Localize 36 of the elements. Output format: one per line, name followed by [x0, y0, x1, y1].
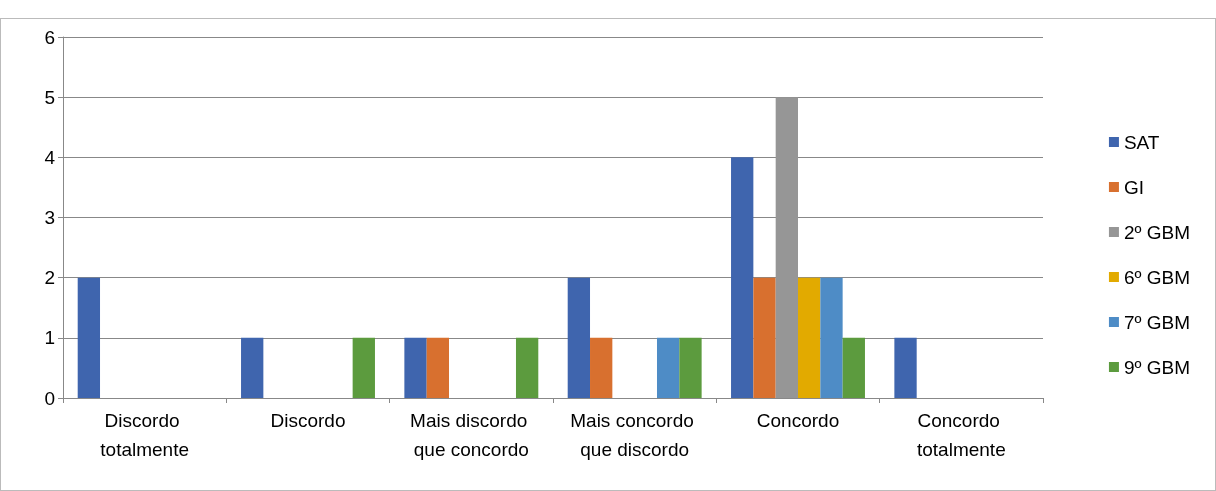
x-tick-label: Concordo totalmente — [916, 410, 1006, 460]
x-tick-label: Discordo totalmente — [100, 410, 190, 460]
y-tick-label: 6 — [44, 26, 55, 48]
bar — [679, 337, 702, 398]
bar — [894, 337, 917, 398]
y-tick-label: 2 — [44, 267, 55, 289]
legend-label: SAT — [1123, 131, 1160, 153]
bar — [426, 337, 450, 398]
y-tick-label: 4 — [44, 146, 56, 168]
x-tick-label: Discordo — [270, 410, 346, 431]
bar — [798, 277, 821, 398]
bar — [820, 277, 843, 398]
legend-label: 7º GBM — [1123, 311, 1191, 333]
bar — [775, 97, 798, 398]
bar — [753, 277, 776, 398]
x-tick-label: Concordo — [756, 410, 840, 431]
y-tick-label: 3 — [44, 207, 55, 228]
x-tick-label: Mais discordo que concordo — [410, 410, 533, 460]
bar — [241, 337, 264, 398]
y-tick-label: 1 — [44, 327, 55, 349]
bar — [656, 337, 680, 398]
bar — [404, 337, 427, 398]
bar — [731, 157, 754, 398]
legend-label: 2º GBM — [1123, 221, 1191, 243]
x-tick-label: Mais concordo que discordo — [570, 410, 700, 460]
legend-label: 9º GBM — [1123, 356, 1191, 378]
legend-label: 6º GBM — [1123, 266, 1191, 288]
y-tick-label: 0 — [44, 387, 55, 409]
bar — [352, 337, 375, 398]
legend-label: GI — [1123, 176, 1144, 198]
bar — [590, 337, 613, 398]
bar — [515, 337, 539, 398]
bar — [77, 277, 101, 398]
bar — [842, 337, 865, 398]
y-tick-label: 5 — [44, 86, 55, 108]
bar — [567, 277, 591, 398]
